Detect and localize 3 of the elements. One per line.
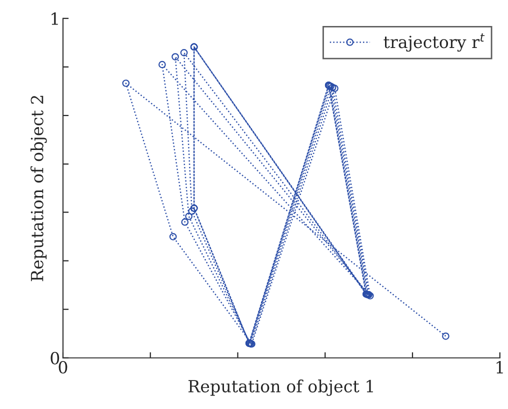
legend-label: trajectory r$^{t}$ xyxy=(384,33,485,52)
y-axis-title: Reputation of object 2 xyxy=(30,96,47,282)
x-axis-title: Reputation of object 1 xyxy=(188,380,373,396)
